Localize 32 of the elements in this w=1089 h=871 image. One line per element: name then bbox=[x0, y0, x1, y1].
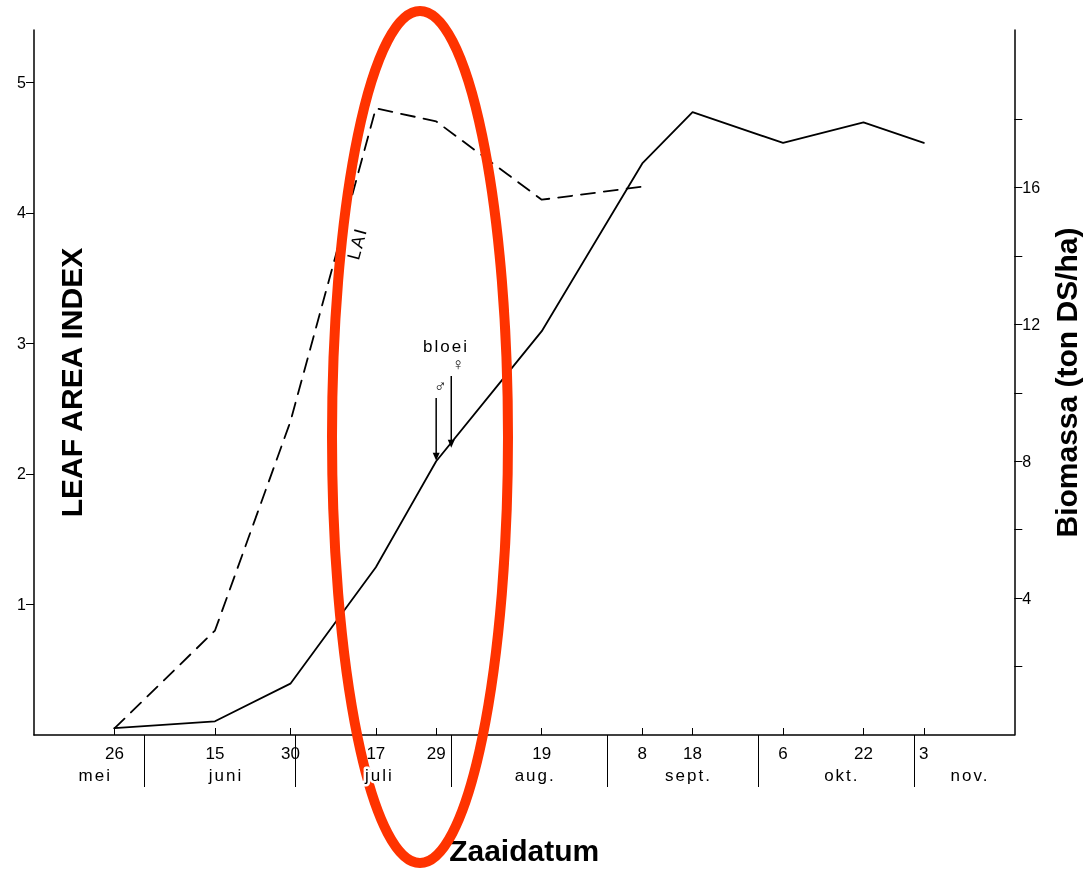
x-tick-label: 15 bbox=[205, 744, 225, 763]
text: LAI bbox=[343, 224, 372, 262]
x-tick-label: 8 bbox=[637, 744, 648, 763]
y-tick-label: 2 bbox=[17, 465, 27, 483]
x-axis-title: Zaaidatum bbox=[449, 833, 600, 867]
text: juni bbox=[207, 766, 244, 785]
text: sept. bbox=[665, 766, 712, 785]
y-axis-title: LEAF AREA INDEX bbox=[54, 247, 88, 518]
x-tick-label: 22 bbox=[854, 744, 873, 763]
y-tick-label: 3 bbox=[17, 334, 27, 352]
y-tick-label: 5 bbox=[17, 73, 27, 91]
annotation: ♀ bbox=[451, 355, 467, 374]
y-tick-label: 4 bbox=[17, 204, 27, 222]
x-tick-label: 29 bbox=[426, 744, 446, 763]
x-tick-label: 18 bbox=[683, 744, 703, 763]
text: mei bbox=[78, 766, 112, 785]
annotation: bloei bbox=[423, 337, 469, 356]
text: nov. bbox=[950, 766, 990, 785]
y2-tick-label: 12 bbox=[1022, 315, 1041, 333]
x-tick-label: 19 bbox=[532, 744, 552, 763]
x-tick-label: 26 bbox=[104, 744, 124, 763]
y2-axis-title: Biomassa (ton DS/ha) bbox=[1049, 227, 1083, 538]
x-tick-label: 6 bbox=[778, 744, 788, 763]
y-tick-label: 1 bbox=[17, 595, 27, 613]
text: aug. bbox=[514, 766, 556, 785]
text: okt. bbox=[824, 766, 860, 785]
x-tick-label: 17 bbox=[366, 744, 386, 763]
x-tick-label: 3 bbox=[919, 744, 929, 763]
y2-tick-label: 16 bbox=[1022, 178, 1041, 196]
annotation: ♂ bbox=[433, 377, 449, 396]
y2-tick-label: 4 bbox=[1022, 589, 1032, 607]
y2-tick-label: 8 bbox=[1022, 452, 1032, 470]
